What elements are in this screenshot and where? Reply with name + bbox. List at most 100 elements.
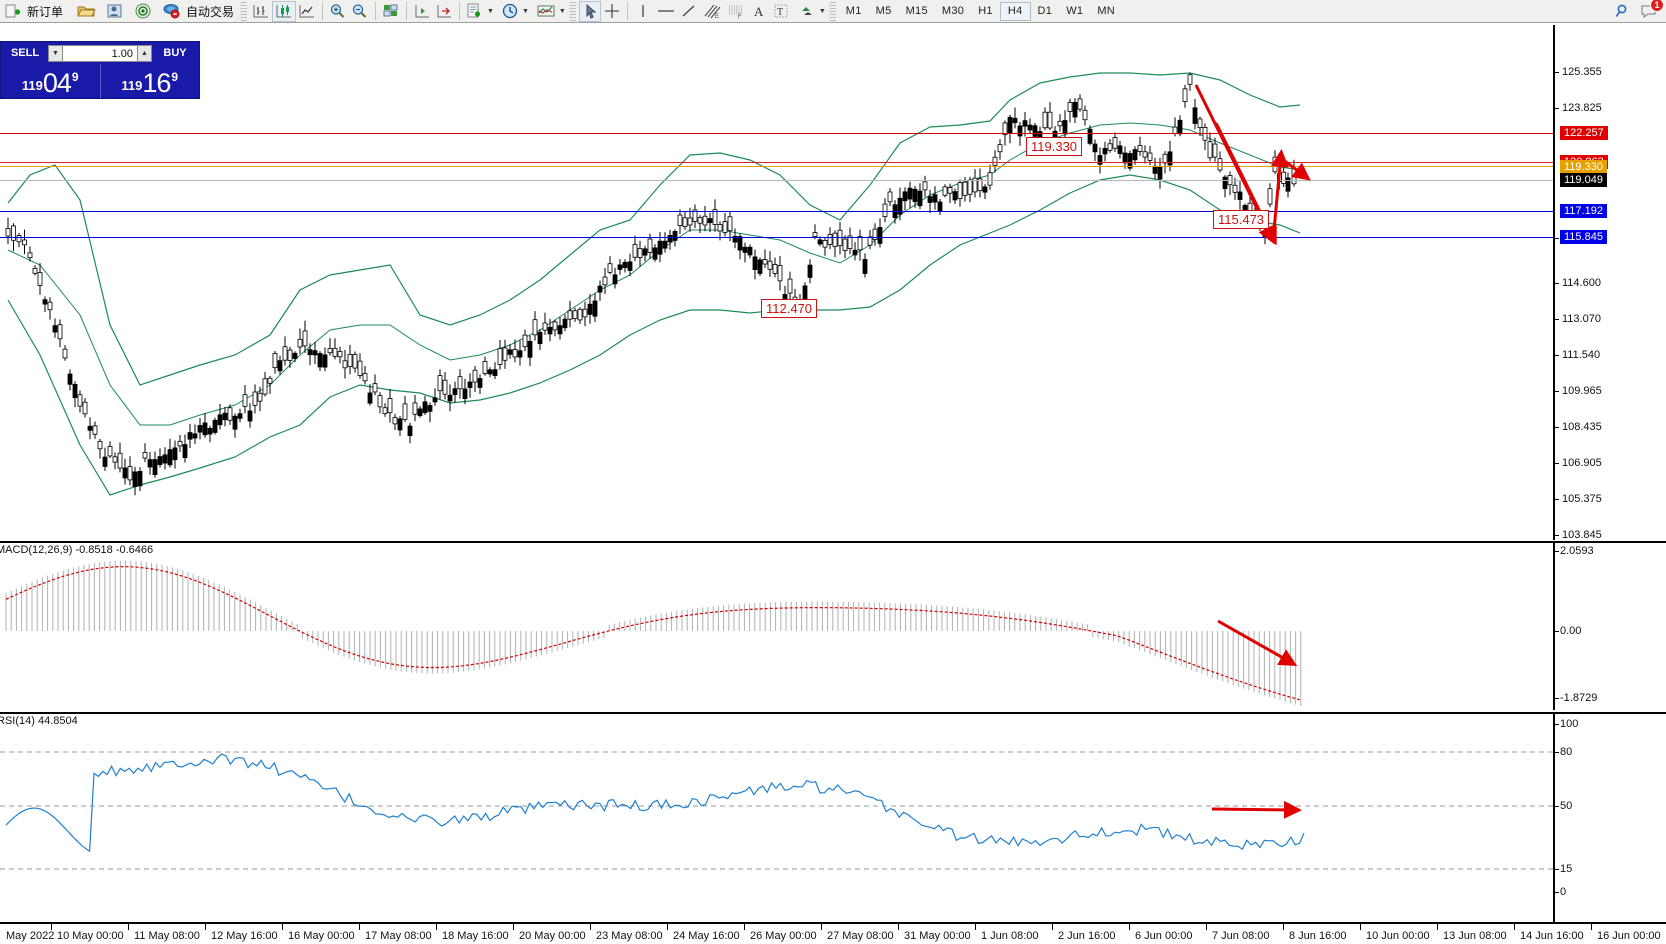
one-click-trading-panel[interactable]: SELL ▼ 1.00 ▲ BUY 119 04 9 119 16 9 (0, 41, 200, 99)
macd-drawing-arrow[interactable] (0, 543, 1553, 710)
time-tick-label: May 2022 (6, 930, 55, 942)
price-tag-bid[interactable]: 119.049 (1560, 173, 1607, 187)
period-dropdown-icon[interactable]: ▼ (521, 7, 529, 15)
rsi-plot-area[interactable]: RSI(14) 44.8504 (0, 714, 1553, 922)
expert-advisor-icon[interactable] (160, 1, 183, 22)
price-tag-support[interactable]: 115.845 (1560, 230, 1607, 244)
timeframe-d1[interactable]: D1 (1037, 5, 1053, 17)
timeframe-m1[interactable]: M1 (845, 5, 862, 17)
buy-button[interactable]: 119 16 9 (99, 64, 200, 98)
timeframe-m30[interactable]: M30 (941, 5, 965, 17)
indicators-dropdown-icon[interactable]: ▼ (558, 7, 566, 15)
fibonacci-icon[interactable]: F (724, 1, 748, 22)
time-tick (975, 924, 976, 930)
rsi-drawing-arrow[interactable] (0, 714, 1553, 922)
svg-text:F: F (738, 14, 742, 19)
arrows-dropdown-icon[interactable]: ▼ (818, 7, 826, 15)
buy-price-prefix: 119 (121, 78, 143, 93)
equidistant-channel-icon[interactable]: E (700, 1, 724, 22)
time-tick (1437, 924, 1438, 930)
price-tag-resistance[interactable]: 122.257 (1560, 126, 1608, 140)
time-tick (1514, 924, 1515, 930)
new-chart-dropdown-icon[interactable]: ▼ (487, 7, 494, 15)
timeframe-mn[interactable]: MN (1097, 5, 1116, 17)
autotrading-label[interactable]: 自动交易 (186, 4, 235, 19)
toolbar-right-group: 1 (1612, 0, 1666, 22)
open-folder-icon[interactable] (74, 1, 98, 22)
profile-icon[interactable] (104, 1, 126, 22)
volume-down-icon[interactable]: ▼ (48, 44, 63, 62)
volume-input[interactable]: 1.00 (63, 44, 137, 62)
timeframe-w1[interactable]: W1 (1066, 5, 1084, 17)
arrows-icon[interactable] (796, 1, 818, 22)
price-tick-label: 109.965 (1562, 385, 1602, 397)
timeframe-h4[interactable]: H4 (999, 1, 1031, 21)
text-box-icon[interactable]: T (770, 1, 792, 22)
timeframe-h1[interactable]: H1 (978, 5, 993, 17)
rsi-tick-label: 100 (1560, 718, 1579, 730)
price-axis[interactable]: 125.355123.825117.660114.600113.070111.5… (1555, 25, 1666, 613)
macd-plot-area[interactable]: MACD(12,26,9) -0.8518 -0.6466 (0, 543, 1553, 710)
search-icon[interactable] (1612, 1, 1634, 22)
svg-text:T: T (777, 7, 783, 18)
chart-shift-icon[interactable] (411, 1, 433, 22)
time-tick-label: 24 May 16:00 (673, 930, 740, 942)
signal-icon[interactable] (132, 1, 154, 22)
macd-tick-label: 2.0593 (1560, 545, 1594, 557)
volume-up-icon[interactable]: ▲ (137, 44, 152, 62)
bar-chart-icon[interactable] (250, 1, 272, 22)
cursor-icon[interactable] (578, 0, 601, 22)
vertical-line-icon[interactable] (632, 1, 654, 22)
timeframe-m15[interactable]: M15 (905, 5, 928, 17)
volume-stepper[interactable]: ▼ 1.00 ▲ (48, 44, 152, 62)
candlestick-chart-icon[interactable] (272, 0, 297, 22)
main-chart-pane[interactable]: 119.330 115.473 112.470 125.355 123.825 11… (0, 25, 1666, 613)
horizontal-line-icon[interactable] (654, 1, 678, 22)
text-label-icon[interactable]: A (748, 1, 770, 22)
time-tick (1052, 924, 1053, 930)
rsi-scale-axis[interactable]: 100 80 50 15 0 (1555, 714, 1666, 922)
price-tick-label: 103.845 (1562, 529, 1602, 541)
price-tick-label: 113.070 (1562, 313, 1601, 325)
macd-tick-label: -1.8729 (1560, 692, 1598, 704)
price-tag-support[interactable]: 117.192 (1560, 204, 1607, 218)
toolbar-separator-3 (828, 1, 836, 21)
new-chart-icon[interactable] (464, 1, 486, 22)
toolbar-divider (322, 2, 324, 20)
macd-price-axis[interactable]: 2.0593 0.00 -1.8729 (1555, 543, 1666, 710)
time-tick-label: 13 Jun 08:00 (1443, 930, 1507, 942)
period-clock-icon[interactable] (499, 1, 521, 22)
sell-button[interactable]: 119 04 9 (1, 64, 100, 98)
price-tag-pivot[interactable]: 119.330 (1560, 160, 1607, 174)
crosshair-icon[interactable] (601, 1, 623, 22)
time-tick (590, 924, 591, 930)
new-order-label[interactable]: 新订单 (27, 4, 64, 19)
rsi-pane[interactable]: RSI(14) 44.8504 100 80 50 15 0 (0, 712, 1666, 922)
notifications-icon[interactable]: 1 (1638, 0, 1664, 22)
time-tick-label: 12 May 16:00 (211, 930, 278, 942)
toolbar-separator (240, 1, 248, 21)
main-plot-area[interactable]: 119.330 115.473 112.470 (0, 25, 1553, 540)
zoom-out-icon[interactable] (349, 1, 371, 22)
timeframe-m5[interactable]: M5 (875, 5, 892, 17)
zoom-in-icon[interactable] (327, 1, 349, 22)
auto-scroll-icon[interactable] (433, 1, 455, 22)
time-tick-label: 6 Jun 00:00 (1135, 930, 1193, 942)
toolbar-divider-2 (375, 2, 377, 20)
trendline-icon[interactable] (678, 1, 700, 22)
macd-pane[interactable]: MACD(12,26,9) -0.8518 -0.6466 2.0593 0.00… (0, 541, 1666, 710)
main-axis-line (1553, 25, 1555, 540)
line-chart-icon[interactable] (296, 1, 318, 22)
indicators-icon[interactable] (534, 1, 558, 22)
time-tick-label: 10 May 00:00 (57, 930, 124, 942)
data-window-icon[interactable] (380, 1, 402, 22)
time-axis[interactable]: May 2022 10 May 00:00 11 May 08:00 12 May 1… (0, 922, 1666, 944)
time-tick (359, 924, 360, 930)
rsi-tick-label: 15 (1560, 863, 1573, 875)
annotation-112470[interactable]: 112.470 (761, 299, 818, 318)
new-order-icon[interactable] (2, 1, 24, 22)
annotation-115473[interactable]: 115.473 (1213, 210, 1270, 229)
annotation-119330[interactable]: 119.330 (1026, 137, 1083, 156)
drawing-arrows[interactable] (0, 25, 1553, 540)
time-tick (436, 924, 437, 930)
